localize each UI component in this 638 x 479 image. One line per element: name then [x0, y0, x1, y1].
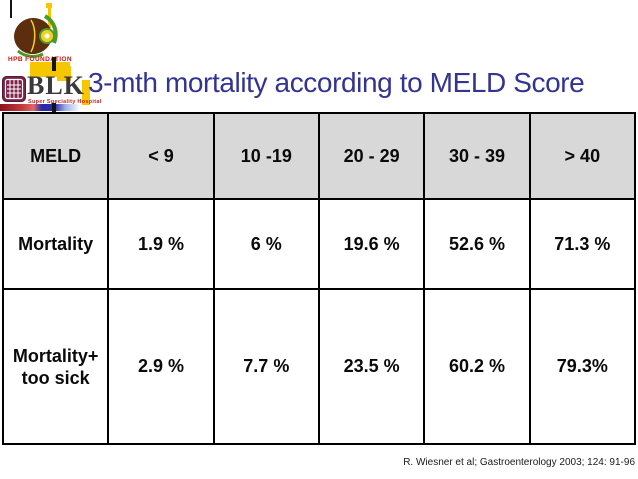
row-label-line1: Mortality+: [12, 345, 99, 366]
data-cell: 71.3 %: [528, 198, 637, 290]
top-edge-tick: [10, 0, 12, 18]
header-cell-30-39: 30 - 39: [423, 112, 531, 200]
yellow-block-small: [57, 66, 71, 81]
data-cell: 7.7 %: [212, 288, 320, 445]
citation: R. Wiesner et al; Gastroenterology 2003;…: [403, 457, 635, 468]
table-row-mortality-too-sick: Mortality+ too sick 2.9 % 7.7 % 23.5 % 6…: [1, 288, 637, 445]
yellow-block-side: [82, 80, 90, 105]
logo-gradient-tick: [52, 103, 56, 112]
header-cell-20-29: 20 - 29: [317, 112, 426, 200]
data-cell: 52.6 %: [423, 198, 531, 290]
header-cell-10-19: 10 -19: [212, 112, 320, 200]
table-header-row: MELD < 9 10 -19 20 - 29 30 - 39 > 40: [1, 112, 637, 200]
data-cell: 23.5 %: [317, 288, 426, 445]
row-label: Mortality: [1, 198, 110, 290]
table-row-mortality: Mortality 1.9 % 6 % 19.6 % 52.6 % 71.3 %: [1, 198, 637, 290]
black-tick: [52, 57, 56, 71]
data-cell: 6 %: [212, 198, 320, 290]
header-cell-gt40: > 40: [528, 112, 637, 200]
blk-logo-text: BLK: [27, 71, 85, 100]
header-cell-meld: MELD: [1, 112, 110, 200]
row-label-line2: too sick: [21, 367, 90, 388]
hpb-foundation-label: HPB FOUNDATION: [8, 56, 72, 63]
data-cell: 60.2 %: [423, 288, 531, 445]
row-label: Mortality+ too sick: [1, 288, 110, 445]
hpb-foundation-leaf-icon: [14, 14, 58, 58]
data-cell: 2.9 %: [107, 288, 215, 445]
meld-mortality-table: MELD < 9 10 -19 20 - 29 30 - 39 > 40 Mor…: [1, 112, 637, 445]
blk-emblem-icon: [2, 76, 26, 102]
blk-logo-tagline: Super Speciality Hospital: [28, 99, 102, 105]
slide-title: 3-mth mortality according to MELD Score: [88, 67, 585, 98]
logo-gradient-bar: [0, 104, 80, 111]
header-cell-lt9: < 9: [107, 112, 215, 200]
data-cell: 79.3%: [528, 288, 637, 445]
yellow-pin-dot: [46, 3, 52, 8]
data-cell: 19.6 %: [317, 198, 426, 290]
data-cell: 1.9 %: [107, 198, 215, 290]
